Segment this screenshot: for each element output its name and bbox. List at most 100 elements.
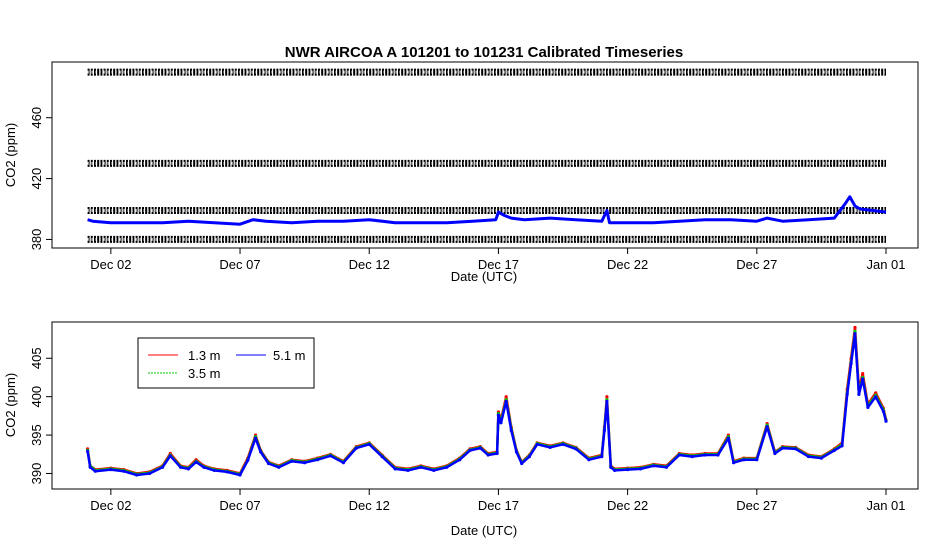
- bottom-x-tick-label: Dec 17: [478, 498, 519, 513]
- top-y-tick-label: 380: [29, 229, 44, 251]
- bottom-series-point: [406, 468, 410, 472]
- bottom-series-point: [380, 455, 384, 459]
- bottom-series-point: [179, 465, 183, 469]
- bottom-series-point: [765, 425, 769, 429]
- bottom-series-point: [212, 468, 216, 472]
- legend-label-5-1m: 5.1 m: [273, 348, 306, 363]
- bottom-series-point: [874, 395, 878, 399]
- bottom-series-point: [605, 399, 609, 403]
- bottom-series-point: [548, 445, 552, 449]
- bottom-series-point: [861, 372, 865, 376]
- bottom-y-tick-label: 395: [29, 424, 44, 446]
- bottom-y-tick-label: 400: [29, 386, 44, 408]
- bottom-series-point: [135, 473, 139, 477]
- bottom-series-point: [520, 461, 524, 466]
- bottom-panel: Dec 02 Dec 07 Dec 12 Dec 17 Dec 22 Dec 27 Jan …: [3, 321, 919, 538]
- bottom-series-point: [845, 392, 849, 396]
- bottom-series-point: [664, 465, 669, 469]
- bottom-x-tick-label: Dec 07: [219, 498, 260, 513]
- bottom-series-point: [499, 421, 503, 425]
- top-x-tick-label: Dec 12: [349, 257, 390, 272]
- bottom-series-point: [781, 446, 785, 450]
- bottom-series-point: [238, 473, 242, 477]
- top-series-group: [87, 195, 887, 226]
- bottom-series-point: [148, 471, 152, 476]
- bottom-series-point: [849, 362, 853, 366]
- bottom-series-point: [266, 461, 271, 466]
- top-x-axis-label: Date (UTC): [451, 269, 517, 284]
- bottom-series-point: [866, 405, 870, 409]
- bottom-series-point: [419, 465, 423, 469]
- bottom-series-point: [726, 436, 731, 440]
- top-x-tick-label: Jan 01: [866, 257, 905, 272]
- bottom-x-tick-label: Jan 01: [866, 498, 905, 513]
- bottom-series-point: [367, 442, 371, 446]
- bottom-series-point: [303, 461, 307, 465]
- bottom-series-point: [773, 451, 777, 456]
- bottom-series-point: [504, 399, 508, 403]
- bottom-series-point: [122, 469, 126, 473]
- bottom-series-point: [202, 465, 206, 469]
- bottom-series-point: [495, 451, 499, 456]
- bottom-series-point: [806, 455, 811, 459]
- bottom-series-point: [794, 447, 798, 451]
- bottom-series-point: [638, 467, 643, 471]
- top-x-axis: Dec 02 Dec 07 Dec 12 Dec 17 Dec 22 Dec 27 Jan …: [90, 247, 906, 272]
- bottom-x-axis: Dec 02 Dec 07 Dec 12 Dec 17 Dec 22 Dec 27 Jan …: [90, 488, 906, 513]
- bottom-series-point: [840, 444, 844, 448]
- top-y-axis-label: CO2 (ppm): [3, 123, 18, 187]
- bottom-series-point: [857, 392, 861, 396]
- bottom-series-point: [605, 395, 609, 399]
- top-reference-lines: [87, 68, 886, 243]
- bottom-series-point: [86, 449, 90, 453]
- bottom-series-point: [186, 467, 190, 471]
- bottom-series-point: [881, 409, 886, 413]
- top-x-tick-label: Dec 07: [219, 257, 260, 272]
- bottom-series-point: [393, 467, 397, 471]
- top-x-tick-label: Dec 02: [90, 257, 131, 272]
- bottom-series-point: [527, 455, 532, 459]
- bottom-series-point: [613, 468, 617, 472]
- bottom-series-point: [819, 456, 824, 460]
- legend: 1.3 m 3.5 m 5.1 m: [137, 337, 315, 389]
- bottom-series-point: [486, 453, 490, 457]
- bottom-series-point: [853, 325, 857, 330]
- bottom-series-point: [716, 453, 720, 457]
- bottom-y-tick-label: 390: [29, 463, 44, 485]
- bottom-series-point: [194, 460, 198, 464]
- top-y-axis: 380 420 460: [29, 107, 53, 251]
- bottom-series-point: [93, 469, 97, 473]
- bottom-series-point: [328, 454, 333, 458]
- bottom-series-point: [651, 464, 656, 468]
- top-x-tick-label: Dec 17: [478, 257, 519, 272]
- bottom-series-point: [755, 458, 759, 462]
- bottom-series-point: [677, 453, 681, 457]
- bottom-series-point: [468, 448, 472, 452]
- bottom-y-axis-label: CO2 (ppm): [3, 373, 18, 437]
- bottom-series-point: [445, 465, 449, 469]
- bottom-series-point: [496, 413, 500, 417]
- top-panel: NWR AIRCOA A 101201 to 101231 Calibrated…: [3, 44, 919, 284]
- top-x-tick-label: Dec 22: [607, 257, 648, 272]
- bottom-series-point: [253, 436, 258, 440]
- top-x-tick-label: Dec 27: [736, 257, 777, 272]
- bottom-series-point: [168, 454, 172, 458]
- bottom-x-tick-label: Dec 12: [349, 498, 390, 513]
- bottom-series-point: [853, 332, 857, 336]
- bottom-series-point: [703, 453, 707, 457]
- bottom-series-point: [509, 428, 513, 433]
- bottom-y-axis: 390 395 400 405: [29, 347, 53, 485]
- bottom-series-point: [574, 447, 578, 451]
- bottom-x-axis-label: Date (UTC): [451, 523, 517, 538]
- bottom-series-point: [535, 442, 539, 446]
- bottom-series-point: [290, 459, 294, 463]
- bottom-series-point: [225, 470, 229, 474]
- top-y-tick-label: 420: [29, 168, 44, 190]
- bottom-series-point: [504, 395, 508, 399]
- bottom-series-point: [259, 450, 263, 454]
- bottom-series-point: [853, 329, 857, 333]
- bottom-series-point: [561, 442, 565, 446]
- bottom-series-point: [160, 465, 165, 469]
- bottom-series-point: [315, 458, 320, 462]
